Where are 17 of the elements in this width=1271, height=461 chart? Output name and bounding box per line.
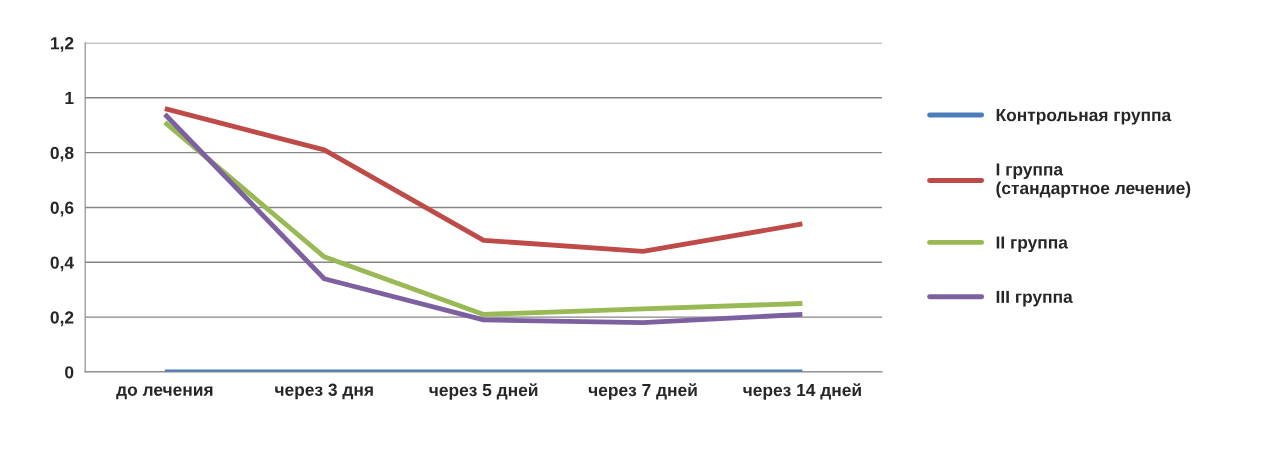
legend-label: II группа [996, 236, 1069, 253]
x-tick-label: через 7 дней [588, 383, 697, 400]
y-tick-label: 0,8 [50, 146, 74, 162]
x-tick-label: через 3 дня [275, 383, 373, 400]
y-tick-label: 0,4 [50, 256, 74, 272]
y-tick-label: 1,2 [51, 37, 74, 52]
y-tick-label: 0,2 [50, 311, 74, 327]
line-series [162, 106, 805, 254]
x-tick-label: до лечения [116, 386, 213, 400]
x-tick-label: через 5 дней [429, 383, 538, 400]
y-tick-label: 0 [65, 366, 74, 379]
x-tick-label: через 14 дней [743, 383, 861, 400]
legend-label: I группа (стандартное лечение) [996, 163, 1191, 198]
y-tick-label: 0,6 [50, 201, 74, 217]
legend-label: III группа [996, 290, 1073, 307]
y-tick-label: 1 [65, 92, 74, 105]
legend-label: Контрольная группа [996, 109, 1172, 125]
